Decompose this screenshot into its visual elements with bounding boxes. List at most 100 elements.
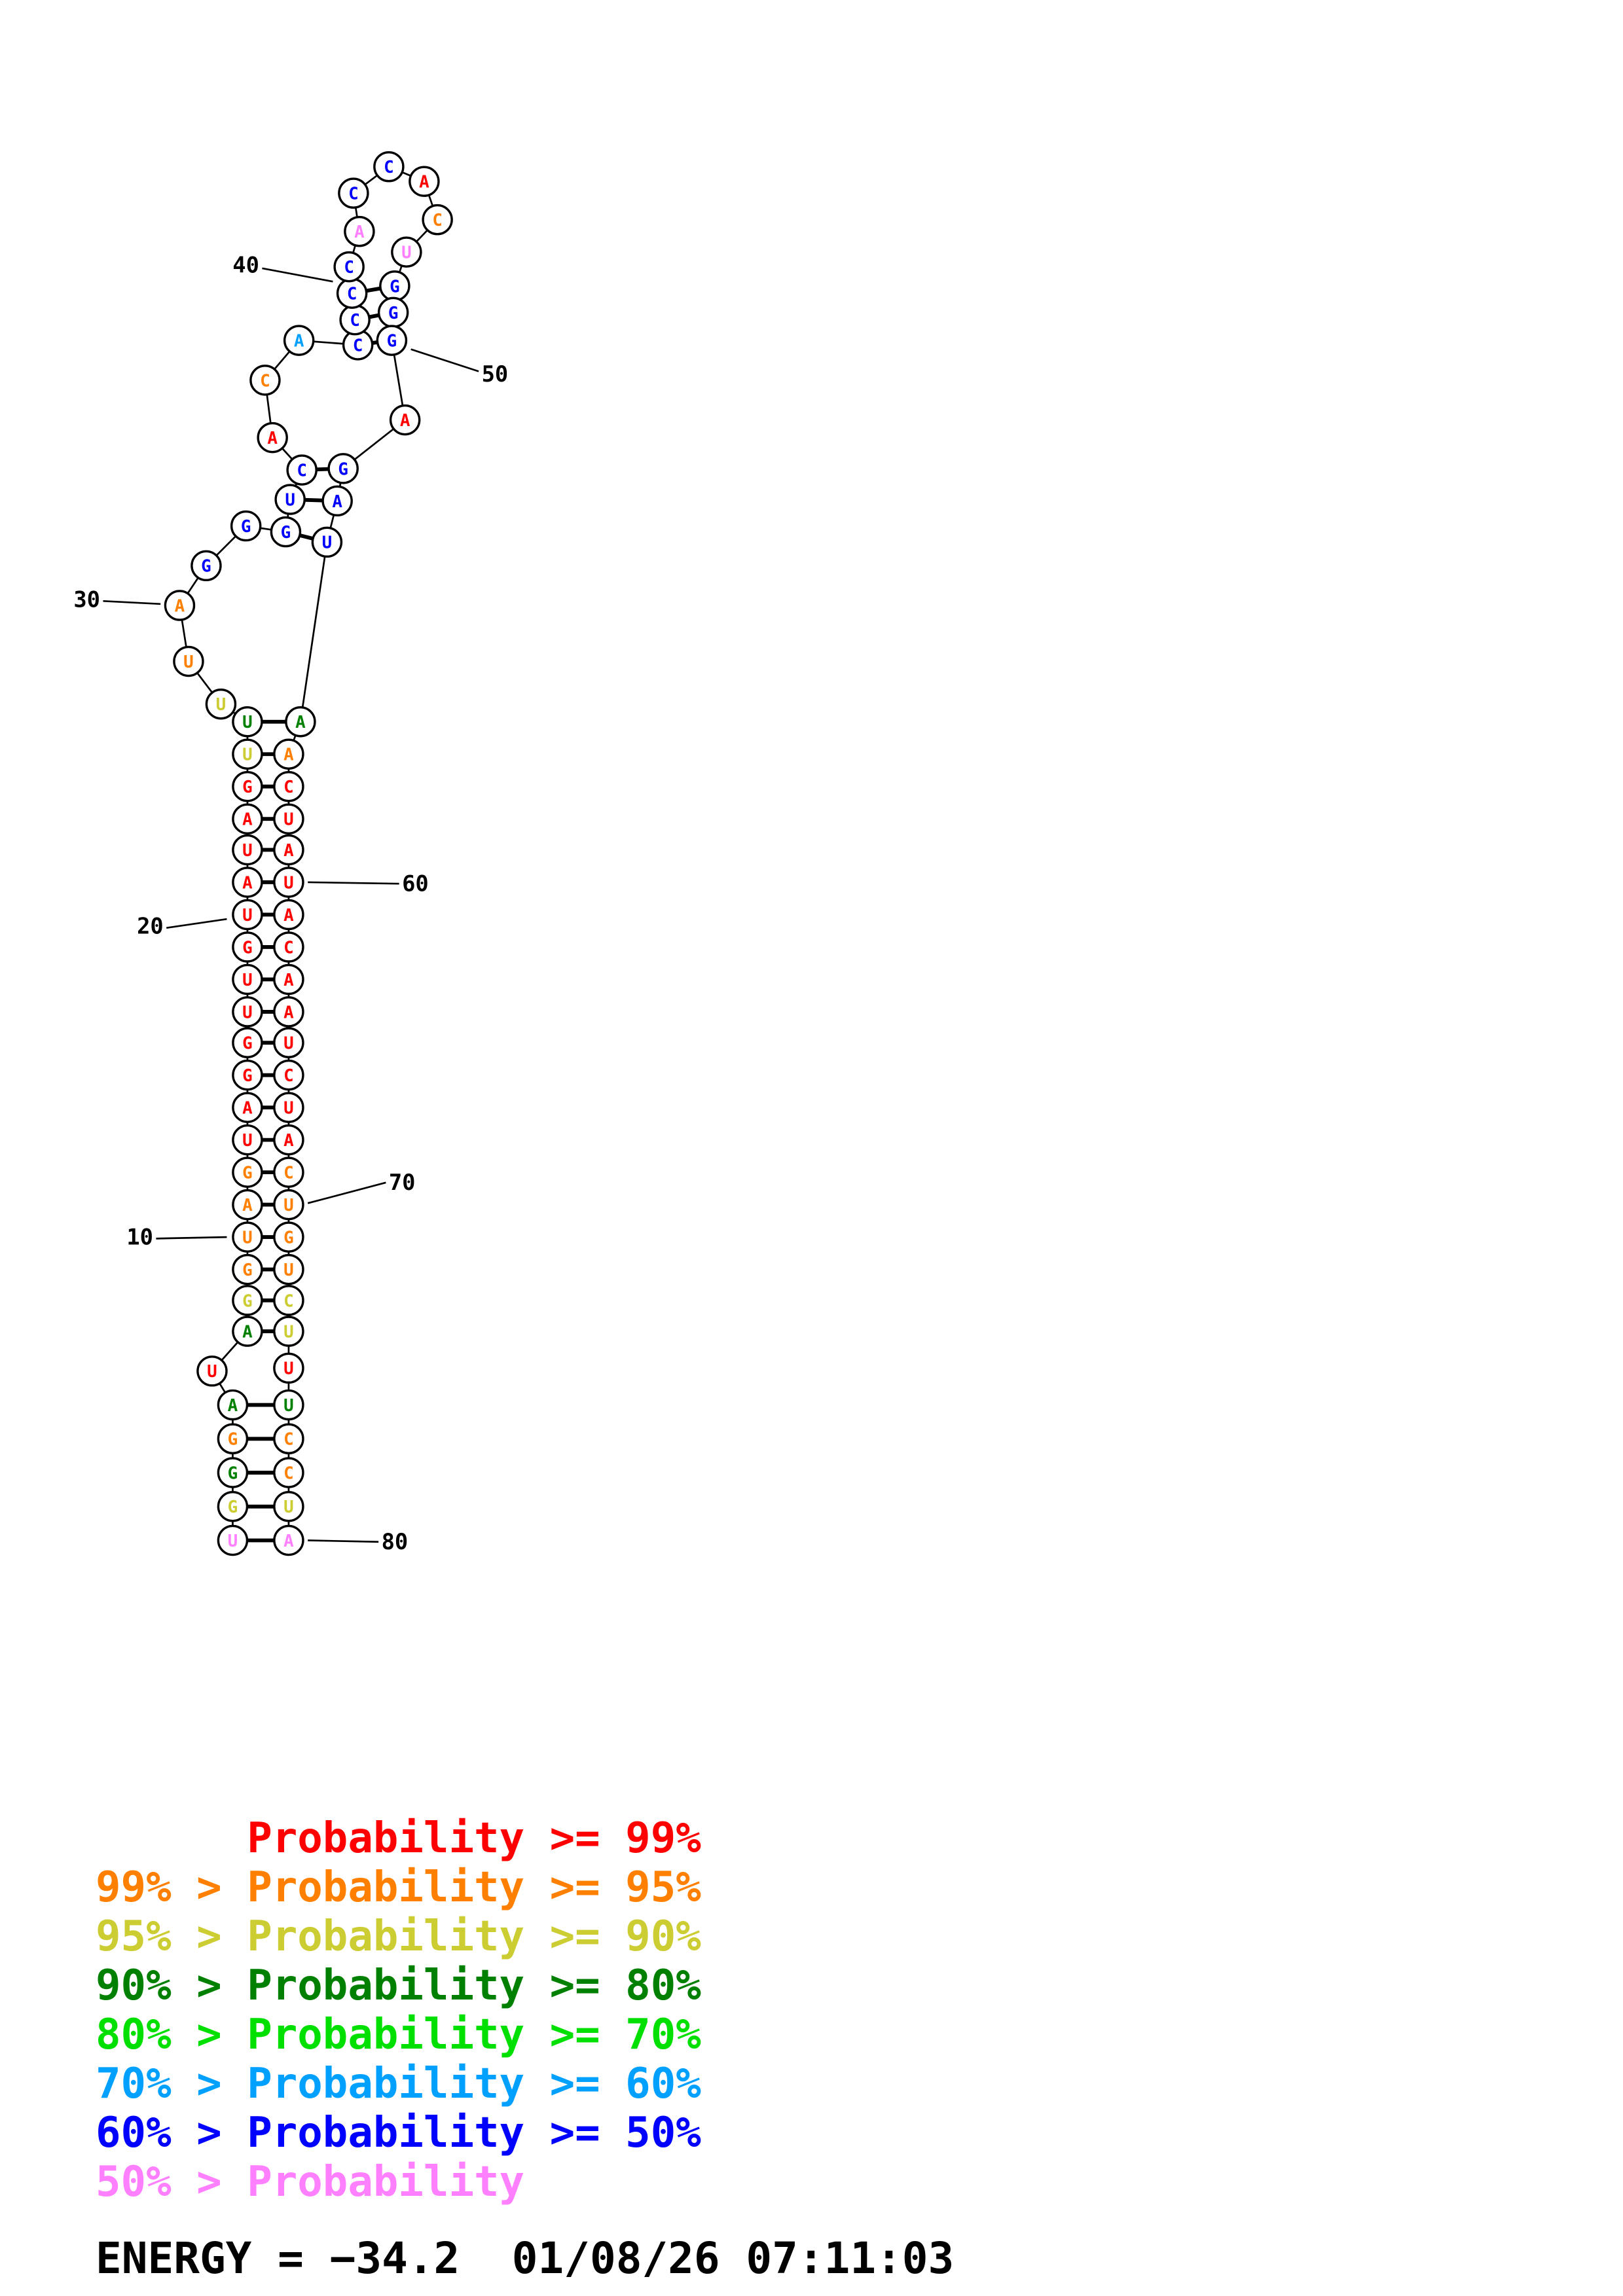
nucleotide-circle-21 bbox=[232, 867, 263, 898]
nucleotide-circle-35 bbox=[257, 422, 288, 454]
legend-row-prob-50-60: 60% > Probability >= 50% bbox=[96, 2109, 701, 2157]
nucleotide-base-11-A: A bbox=[242, 1196, 253, 1215]
nucleotide-base-70-U: U bbox=[283, 1196, 294, 1215]
legend-row-prob-90-95: 95% > Probability >= 90% bbox=[96, 1912, 701, 1961]
nucleotide-circle-74 bbox=[273, 1316, 304, 1347]
nucleotide-circle-65 bbox=[273, 1027, 304, 1058]
nucleotide-circle-27 bbox=[205, 689, 237, 720]
nucleotide-base-67-U: U bbox=[283, 1099, 294, 1119]
nucleotide-base-14-A: A bbox=[242, 1099, 253, 1119]
nucleotide-circle-44 bbox=[373, 151, 405, 183]
nucleotide-circle-56 bbox=[273, 738, 304, 770]
nucleotide-circle-53 bbox=[321, 485, 353, 517]
nucleotide-circle-2 bbox=[217, 1491, 249, 1522]
nucleotide-base-26-U: U bbox=[242, 713, 253, 732]
nucleotide-base-52-G: G bbox=[338, 459, 348, 479]
nucleotide-circle-75 bbox=[273, 1352, 304, 1384]
nucleotide-base-53-A: A bbox=[332, 492, 342, 512]
nucleotide-base-18-U: U bbox=[242, 971, 253, 990]
nucleotide-base-61-A: A bbox=[283, 906, 294, 925]
position-label-30: 30 bbox=[73, 586, 100, 612]
nucleotide-base-51-A: A bbox=[400, 411, 410, 431]
nucleotide-circle-69 bbox=[273, 1157, 304, 1188]
nucleotide-base-20-U: U bbox=[242, 906, 253, 925]
nucleotide-circle-45 bbox=[409, 166, 440, 197]
nucleotide-circle-4 bbox=[217, 1423, 249, 1455]
nucleotide-base-8-G: G bbox=[242, 1291, 253, 1311]
legend-row-prob-70-80: 80% > Probability >= 70% bbox=[96, 2011, 701, 2059]
legend-row-prob-ge-99: Probability >= 99% bbox=[96, 1814, 701, 1863]
nucleotide-base-48-G: G bbox=[390, 277, 400, 296]
nucleotide-base-75-U: U bbox=[283, 1359, 294, 1379]
nucleotide-base-68-A: A bbox=[283, 1131, 294, 1151]
label-leader-line-40 bbox=[262, 267, 333, 283]
nucleotide-circle-16 bbox=[232, 1027, 263, 1058]
nucleotide-circle-26 bbox=[232, 706, 263, 738]
nucleotide-circle-77 bbox=[273, 1423, 304, 1455]
nucleotide-base-66-C: C bbox=[283, 1066, 294, 1086]
nucleotide-base-47-U: U bbox=[401, 243, 412, 263]
nucleotide-circle-18 bbox=[232, 963, 263, 996]
nucleotide-circle-68 bbox=[273, 1124, 304, 1156]
nucleotide-circle-20 bbox=[232, 899, 263, 931]
label-leader-line-60 bbox=[308, 881, 399, 885]
nucleotide-circle-61 bbox=[273, 899, 304, 931]
nucleotide-base-3-G: G bbox=[228, 1463, 238, 1483]
nucleotide-base-58-U: U bbox=[283, 810, 294, 830]
nucleotide-circle-71 bbox=[273, 1221, 304, 1253]
nucleotide-base-71-G: G bbox=[283, 1229, 294, 1248]
label-leader-line-70 bbox=[307, 1181, 386, 1204]
position-label-20: 20 bbox=[137, 914, 164, 939]
legend-row-prob-80-90: 90% > Probability >= 80% bbox=[96, 1962, 701, 2010]
nucleotide-base-60-U: U bbox=[283, 873, 294, 893]
nucleotide-base-36-C: C bbox=[260, 371, 270, 391]
nucleotide-circle-9 bbox=[232, 1253, 263, 1285]
nucleotide-base-80-A: A bbox=[283, 1532, 294, 1551]
nucleotide-circle-7 bbox=[232, 1316, 263, 1347]
nucleotide-circle-34 bbox=[286, 454, 318, 486]
label-leader-line-80 bbox=[308, 1539, 379, 1543]
label-leader-line-50 bbox=[410, 348, 479, 372]
nucleotide-base-56-A: A bbox=[283, 745, 294, 765]
nucleotide-circle-29 bbox=[164, 590, 196, 621]
nucleotide-circle-70 bbox=[273, 1189, 304, 1221]
nucleotide-base-9-G: G bbox=[242, 1261, 253, 1280]
nucleotide-circle-54 bbox=[311, 526, 343, 558]
nucleotide-circle-80 bbox=[273, 1524, 304, 1556]
label-leader-line-30 bbox=[103, 600, 161, 605]
nucleotide-base-77-C: C bbox=[283, 1430, 294, 1450]
nucleotide-circle-23 bbox=[232, 803, 263, 834]
nucleotide-base-41-C: C bbox=[344, 258, 354, 278]
nucleotide-circle-63 bbox=[273, 963, 304, 996]
nucleotide-base-72-U: U bbox=[283, 1261, 294, 1280]
nucleotide-circle-62 bbox=[273, 931, 304, 963]
nucleotide-base-5-A: A bbox=[228, 1396, 238, 1416]
nucleotide-base-29-A: A bbox=[175, 596, 185, 616]
nucleotide-circle-1 bbox=[217, 1524, 249, 1556]
nucleotide-base-64-A: A bbox=[283, 1003, 294, 1022]
nucleotide-base-28-U: U bbox=[183, 653, 194, 672]
nucleotide-base-6-U: U bbox=[207, 1362, 217, 1382]
position-label-10: 10 bbox=[126, 1224, 153, 1249]
nucleotide-circle-14 bbox=[232, 1092, 263, 1123]
legend-row-prob-95-99: 99% > Probability >= 95% bbox=[96, 1863, 701, 1912]
nucleotide-base-39-C: C bbox=[350, 311, 360, 331]
nucleotide-circle-42 bbox=[344, 215, 375, 247]
nucleotide-base-46-C: C bbox=[432, 211, 443, 230]
backbone-segment bbox=[299, 542, 328, 722]
nucleotide-circle-19 bbox=[232, 931, 263, 963]
nucleotide-circle-52 bbox=[327, 453, 359, 484]
label-leader-line-20 bbox=[166, 918, 227, 929]
nucleotide-base-2-G: G bbox=[228, 1498, 238, 1517]
nucleotide-circle-64 bbox=[273, 996, 304, 1028]
nucleotide-base-59-A: A bbox=[283, 841, 294, 861]
nucleotide-base-23-A: A bbox=[242, 810, 253, 830]
nucleotide-circle-51 bbox=[389, 404, 421, 436]
nucleotide-base-4-G: G bbox=[228, 1430, 238, 1450]
nucleotide-circle-67 bbox=[273, 1092, 304, 1123]
nucleotide-base-16-G: G bbox=[242, 1034, 253, 1054]
nucleotide-circle-59 bbox=[273, 834, 304, 866]
nucleotide-base-37-A: A bbox=[294, 332, 304, 351]
nucleotide-circle-15 bbox=[232, 1059, 263, 1091]
nucleotide-circle-28 bbox=[173, 645, 204, 677]
